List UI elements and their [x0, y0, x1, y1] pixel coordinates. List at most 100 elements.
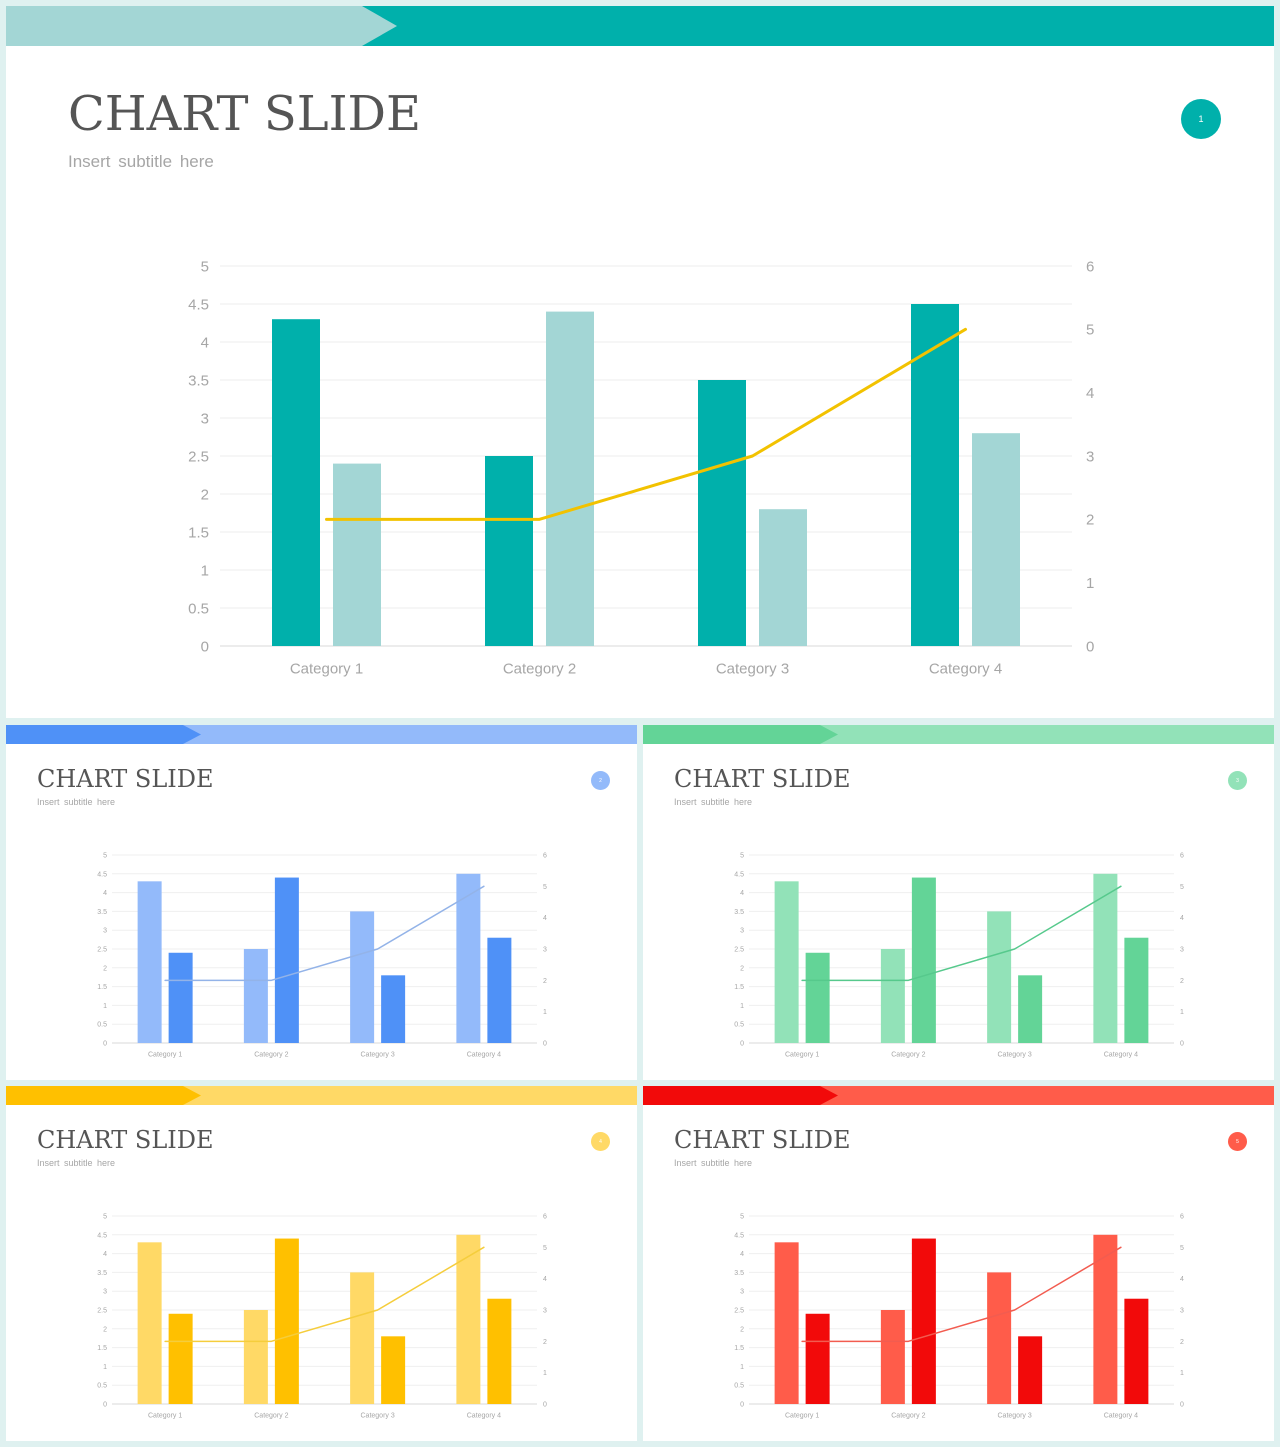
y-tick-label: 2 — [201, 486, 209, 503]
category-label: Category 2 — [503, 660, 576, 677]
slide-title: CHART SLIDE — [674, 1126, 851, 1154]
y-tick-label: 0.5 — [188, 600, 209, 617]
page-number-badge: 4 — [591, 1132, 610, 1151]
line-series — [164, 1246, 485, 1343]
bar-series1 — [243, 949, 268, 1043]
y-tick-label: 4 — [740, 890, 744, 897]
y-tick-label: 3 — [103, 928, 107, 935]
header-arrow — [6, 725, 201, 744]
y-tick-label: 4.5 — [97, 871, 107, 878]
y-tick-label: 5 — [201, 258, 209, 275]
y2-tick-label: 4 — [543, 915, 547, 922]
chart-canvas: 0 0.5 1 1.5 2 2.5 3 3.5 4 4.5 5 0 1 2 3 4 5 6 Category 1 Ca… — [6, 1086, 637, 1419]
category-label: Category 3 — [361, 1051, 395, 1058]
y2-tick-label: 1 — [1180, 1009, 1184, 1016]
bar-series2 — [487, 1298, 512, 1404]
slide-title: CHART SLIDE — [37, 1126, 214, 1154]
y2-tick-label: 4 — [1180, 915, 1184, 922]
y-tick-label: 4.5 — [188, 296, 209, 313]
bar-series2 — [972, 433, 1020, 646]
y-tick-label: 1.5 — [734, 984, 744, 991]
chart-canvas: 0 0.5 1 1.5 2 2.5 3 3.5 4 4.5 5 0 1 2 3 4 5 6 Category 1 Ca… — [643, 725, 1274, 1058]
slide-title: CHART SLIDE — [37, 765, 214, 793]
y2-tick-label: 2 — [1180, 978, 1184, 985]
y-tick-label: 1.5 — [734, 1345, 744, 1352]
y-tick-label: 1 — [740, 1364, 744, 1371]
category-label: Category 1 — [148, 1412, 182, 1419]
category-label: Category 2 — [891, 1412, 925, 1419]
bar-series2 — [805, 952, 830, 1043]
category-label: Category 1 — [785, 1051, 819, 1058]
slide-blue: 0 0.5 1 1.5 2 2.5 3 3.5 4 4.5 5 0 1 2 3 4 5 6 Category 1 Ca… — [6, 725, 637, 1080]
bar-series2 — [805, 1313, 830, 1404]
slide-title: CHART SLIDE — [68, 86, 422, 142]
y-tick-label: 3 — [103, 1289, 107, 1296]
y2-tick-label: 5 — [1180, 1245, 1184, 1252]
y-tick-label: 5 — [103, 1213, 107, 1220]
bar-series1 — [137, 881, 162, 1043]
category-label: Category 4 — [929, 660, 1002, 677]
category-label: Category 3 — [361, 1412, 395, 1419]
y-tick-label: 5 — [103, 852, 107, 859]
y-tick-label: 2 — [740, 965, 744, 972]
y-tick-label: 0 — [103, 1401, 107, 1408]
y-tick-label: 3 — [201, 410, 209, 427]
slide-main: 0 0.5 1 1.5 2 2.5 3 3.5 4 4.5 5 0 1 2 3 4 5 6 Category 1 Ca… — [6, 6, 1274, 718]
slide-green: 0 0.5 1 1.5 2 2.5 3 3.5 4 4.5 5 0 1 2 3 4 5 6 Category 1 Ca… — [643, 725, 1274, 1080]
y-tick-label: 1.5 — [188, 524, 209, 541]
y-tick-label: 2.5 — [734, 1307, 744, 1314]
bar-series2 — [168, 1313, 193, 1404]
y-tick-label: 4.5 — [734, 871, 744, 878]
y-tick-label: 5 — [740, 1213, 744, 1220]
y2-tick-label: 5 — [543, 884, 547, 891]
y-tick-label: 3 — [740, 928, 744, 935]
y2-tick-label: 1 — [543, 1370, 547, 1377]
y-tick-label: 2 — [103, 1326, 107, 1333]
bar-series1 — [1093, 873, 1118, 1043]
y2-tick-label: 3 — [543, 946, 547, 953]
category-label: Category 2 — [254, 1051, 288, 1058]
slide-yellow: 0 0.5 1 1.5 2 2.5 3 3.5 4 4.5 5 0 1 2 3 4 5 6 Category 1 Ca… — [6, 1086, 637, 1441]
y-tick-label: 2 — [740, 1326, 744, 1333]
bar-series2 — [1124, 1298, 1149, 1404]
y2-tick-label: 0 — [1086, 638, 1094, 655]
bar-series1 — [987, 1272, 1012, 1404]
slide-subtitle: Insert subtitle here — [68, 152, 214, 171]
page-number-badge: 3 — [1228, 771, 1247, 790]
bar-series1 — [350, 911, 375, 1043]
slide-title: CHART SLIDE — [674, 765, 851, 793]
y-tick-label: 0 — [201, 638, 209, 655]
line-series — [164, 885, 485, 982]
y2-tick-label: 1 — [1086, 575, 1094, 592]
bar-series2 — [546, 311, 594, 646]
y-tick-label: 3.5 — [97, 1270, 107, 1277]
y-tick-label: 4.5 — [97, 1232, 107, 1239]
y2-tick-label: 4 — [1086, 385, 1094, 402]
y2-tick-label: 0 — [543, 1401, 547, 1408]
category-label: Category 3 — [998, 1412, 1032, 1419]
bar-series1 — [456, 873, 481, 1043]
page-number-badge: 1 — [1181, 99, 1221, 139]
y-tick-label: 4 — [201, 334, 209, 351]
y-tick-label: 3 — [740, 1289, 744, 1296]
y2-tick-label: 5 — [1086, 322, 1094, 339]
bar-series2 — [759, 509, 807, 646]
category-label: Category 2 — [254, 1412, 288, 1419]
bar-series2 — [911, 1238, 936, 1404]
y-tick-label: 2.5 — [97, 946, 107, 953]
y-tick-label: 4 — [740, 1251, 744, 1258]
bar-series2 — [168, 952, 193, 1043]
bar-series1 — [272, 319, 320, 646]
y2-tick-label: 3 — [1180, 946, 1184, 953]
y-tick-label: 0 — [740, 1401, 744, 1408]
y2-tick-label: 5 — [1180, 884, 1184, 891]
y2-tick-label: 0 — [543, 1040, 547, 1047]
y2-tick-label: 6 — [1180, 1213, 1184, 1220]
y2-tick-label: 5 — [543, 1245, 547, 1252]
bar-series2 — [487, 937, 512, 1043]
y2-tick-label: 6 — [1180, 852, 1184, 859]
slide-subtitle: Insert subtitle here — [37, 797, 116, 807]
chart-canvas: 0 0.5 1 1.5 2 2.5 3 3.5 4 4.5 5 0 1 2 3 4 5 6 Category 1 Ca… — [6, 725, 637, 1058]
category-label: Category 1 — [148, 1051, 182, 1058]
y-tick-label: 1 — [740, 1003, 744, 1010]
